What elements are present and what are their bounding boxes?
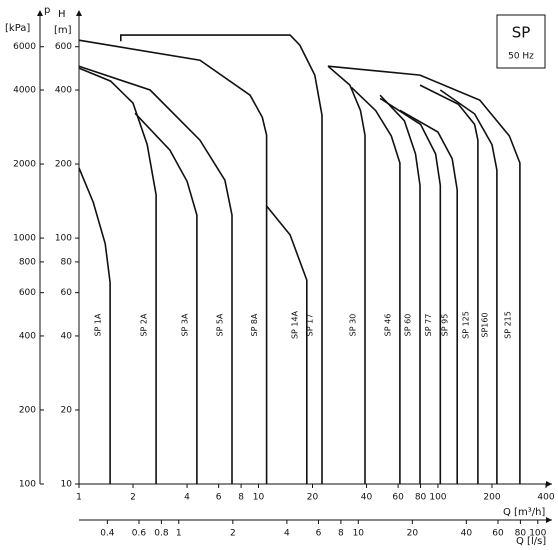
x-tick-label: 20 bbox=[307, 493, 319, 503]
p-label: p bbox=[44, 5, 50, 16]
curve-label: SP 95 bbox=[441, 314, 450, 337]
pump-curve bbox=[327, 65, 366, 484]
curve-label: SP160 bbox=[480, 312, 489, 337]
pump-curve bbox=[327, 65, 521, 484]
y-tick-label: 200 bbox=[55, 160, 72, 170]
x2-tick-label: 10 bbox=[353, 529, 365, 539]
pump-curve bbox=[78, 167, 111, 484]
x2-tick-label: 4 bbox=[284, 529, 290, 539]
y-tick-label: 100 bbox=[55, 234, 72, 244]
curve-label: SP 60 bbox=[403, 314, 412, 337]
p-unit: [kPa] bbox=[5, 23, 30, 34]
curve-label: SP 5A bbox=[215, 313, 224, 337]
curve-label: SP 2A bbox=[140, 313, 149, 337]
pump-curve bbox=[399, 109, 458, 484]
y2-tick-label: 200 bbox=[19, 405, 36, 415]
y-tick-label: 400 bbox=[55, 86, 72, 96]
x-tick-label: 60 bbox=[392, 493, 404, 503]
pump-curve bbox=[379, 94, 421, 484]
y2-tick-label: 800 bbox=[19, 257, 36, 267]
y-tick-label: 80 bbox=[61, 257, 73, 267]
y2-tick-label: 100 bbox=[19, 480, 36, 490]
y2-tick-label: 1000 bbox=[13, 234, 36, 244]
x-tick-label: 400 bbox=[537, 493, 554, 503]
pump-curve bbox=[134, 112, 198, 484]
x-tick-label: 100 bbox=[429, 493, 446, 503]
x2-tick-label: 6 bbox=[316, 529, 322, 539]
pump-curve bbox=[439, 89, 498, 484]
x-tick-label: 1 bbox=[76, 493, 82, 503]
y-tick-label: 60 bbox=[61, 288, 73, 298]
curve-label: SP 17 bbox=[306, 314, 315, 337]
h-label: H bbox=[58, 9, 66, 20]
x2-tick-label: 0.4 bbox=[100, 529, 115, 539]
x2-tick-label: 40 bbox=[461, 529, 473, 539]
pump-curve bbox=[379, 97, 442, 484]
x-label: Q [m³/h] bbox=[503, 507, 545, 518]
pump-curve bbox=[419, 84, 479, 484]
x2-tick-label: 20 bbox=[407, 529, 419, 539]
x-tick-label: 80 bbox=[415, 493, 427, 503]
x-tick-label: 2 bbox=[130, 493, 136, 503]
pump-curve bbox=[350, 86, 401, 484]
y-tick-label: 20 bbox=[61, 405, 73, 415]
y2-tick-label: 4000 bbox=[13, 86, 36, 96]
curve-label: SP 46 bbox=[383, 314, 392, 337]
x2-tick-label: 0.8 bbox=[154, 529, 169, 539]
x-tick-label: 8 bbox=[238, 493, 244, 503]
legend-subtitle: 50 Hz bbox=[508, 52, 534, 62]
y2-tick-label: 600 bbox=[19, 288, 36, 298]
h-unit: [m] bbox=[54, 25, 72, 36]
curve-label: SP 14A bbox=[290, 310, 299, 339]
y-tick-label: 40 bbox=[61, 331, 73, 341]
pump-curve bbox=[78, 67, 157, 484]
x-tick-label: 6 bbox=[216, 493, 222, 503]
x2-label: Q [l/s] bbox=[516, 536, 546, 547]
x2-tick-label: 2 bbox=[230, 529, 236, 539]
pump-curve bbox=[78, 65, 233, 484]
axis-arrows bbox=[37, 10, 552, 523]
pump-curve bbox=[265, 205, 308, 484]
x2-tick-label: 8 bbox=[338, 529, 344, 539]
curve-label: SP 215 bbox=[503, 311, 512, 339]
x2-tick-label: 60 bbox=[492, 529, 504, 539]
pump-curve bbox=[120, 34, 323, 484]
legend-box bbox=[496, 14, 546, 69]
x-tick-label: 10 bbox=[253, 493, 265, 503]
x2-tick-label: 100 bbox=[529, 529, 546, 539]
curve-label: SP 3A bbox=[180, 313, 189, 337]
curve-label: SP 8A bbox=[250, 313, 259, 337]
x2-tick-label: 80 bbox=[515, 529, 527, 539]
x-tick-label: 40 bbox=[361, 493, 373, 503]
y-tick-label: 600 bbox=[55, 42, 72, 52]
x-tick-label: 200 bbox=[483, 493, 500, 503]
curve-label: SP 30 bbox=[348, 314, 357, 337]
y2-tick-label: 400 bbox=[19, 331, 36, 341]
pump-curve bbox=[78, 39, 268, 484]
legend-title: SP bbox=[512, 24, 531, 42]
curve-label: SP 1A bbox=[94, 313, 103, 337]
x-tick-label: 4 bbox=[184, 493, 190, 503]
x2-tick-label: 1 bbox=[176, 529, 182, 539]
y2-tick-label: 2000 bbox=[13, 160, 36, 170]
y-tick-label: 10 bbox=[61, 480, 73, 490]
y2-tick-label: 6000 bbox=[13, 42, 36, 52]
curve-label: SP 77 bbox=[424, 314, 433, 337]
curve-label: SP 125 bbox=[461, 311, 470, 339]
x2-tick-label: 0.6 bbox=[132, 529, 147, 539]
